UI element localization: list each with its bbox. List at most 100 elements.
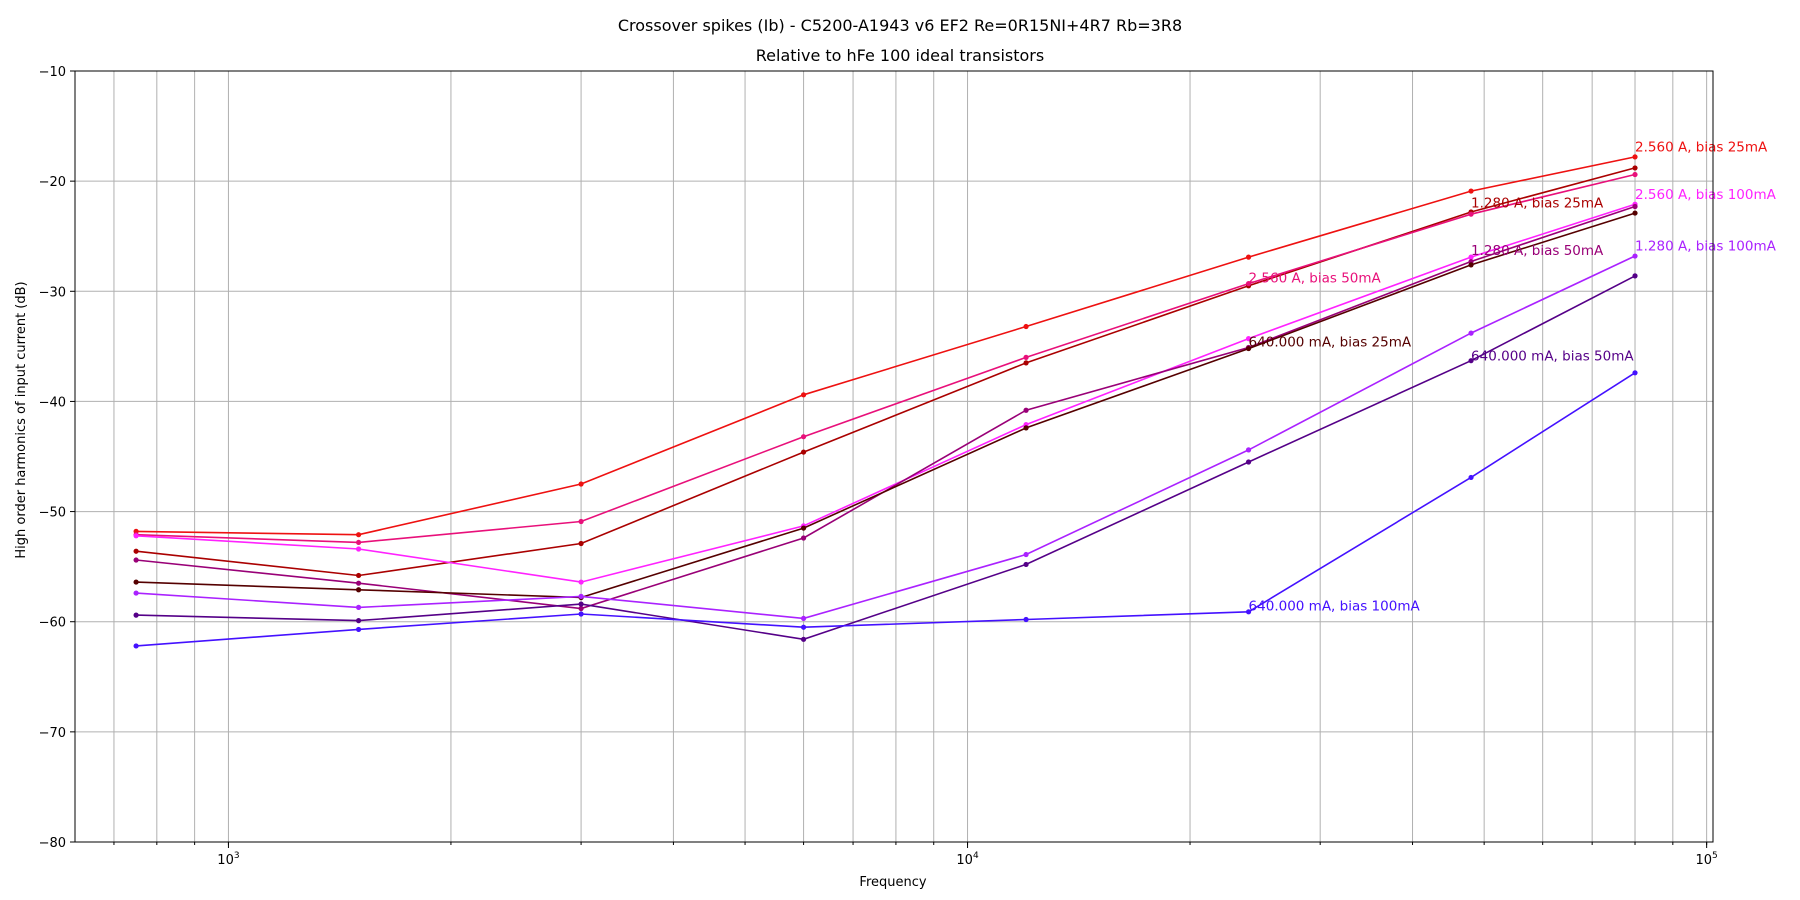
- data-point: [355, 532, 362, 538]
- annotations-group: 2.560 A, bias 25mA 1.280 A, bias 25mA 2.56…: [1249, 139, 1777, 614]
- data-point: [1023, 425, 1029, 431]
- series-line: [136, 255, 1636, 620]
- data-point: [1245, 459, 1252, 465]
- x-tick-label: 104: [956, 851, 979, 868]
- chart-subtitle: Relative to hFe 100 ideal transistors: [756, 46, 1044, 65]
- series-label: 640.000 mA, bias 100mA: [1249, 599, 1421, 615]
- data-point: [1245, 254, 1252, 260]
- y-tick-label: −20: [39, 175, 66, 190]
- series-line: [136, 372, 1636, 647]
- data-point: [800, 434, 807, 440]
- data-point: [355, 626, 362, 633]
- series-label: 640.000 mA, bias 25mA: [1249, 334, 1412, 350]
- data-point: [133, 557, 139, 563]
- data-point: [1245, 280, 1252, 287]
- data-point: [1632, 154, 1638, 160]
- data-point: [1632, 203, 1638, 210]
- data-point: [1468, 330, 1474, 336]
- data-point: [133, 533, 139, 539]
- data-point: [355, 572, 362, 579]
- data-point: [133, 590, 139, 596]
- data-point: [1468, 211, 1474, 217]
- data-point: [1632, 171, 1638, 178]
- series-group: [133, 154, 1638, 649]
- chart-title: Crossover spikes (Ib) - C5200-A1943 v6 E…: [618, 16, 1182, 35]
- series-line: [136, 167, 1636, 577]
- data-point: [355, 604, 362, 610]
- series-line: [136, 212, 1636, 599]
- data-point: [1632, 165, 1638, 171]
- series-line: [136, 173, 1636, 544]
- data-point: [133, 579, 139, 585]
- x-axis-ticks: 103 104 105: [113, 842, 1718, 868]
- data-point: [133, 548, 139, 554]
- series-4: [133, 201, 1638, 585]
- data-point: [578, 593, 584, 599]
- data-point: [1468, 188, 1474, 194]
- data-point: [1468, 358, 1474, 364]
- data-point: [1632, 253, 1638, 259]
- data-point: [1023, 360, 1029, 366]
- series-line: [136, 205, 1636, 610]
- series-line: [136, 275, 1636, 641]
- data-point: [1023, 561, 1029, 568]
- y-axis-ticks: −10 −20 −30 −40 −50 −60 −70 −80: [39, 65, 75, 851]
- data-point: [800, 615, 807, 622]
- data-point: [1245, 609, 1252, 615]
- data-point: [133, 612, 139, 618]
- data-point: [1023, 354, 1029, 360]
- grid: [75, 70, 1713, 843]
- data-point: [1023, 551, 1029, 558]
- data-point: [1468, 254, 1474, 260]
- y-tick-label: −10: [39, 65, 66, 80]
- data-point: [1023, 616, 1029, 623]
- data-point: [355, 580, 362, 586]
- series-label: 2.560 A, bias 50mA: [1249, 270, 1382, 286]
- data-point: [1632, 210, 1638, 216]
- data-point: [578, 579, 584, 585]
- series-label: 640.000 mA, bias 50mA: [1471, 349, 1634, 365]
- series-2: [133, 165, 1638, 579]
- y-tick-label: −60: [39, 616, 66, 631]
- data-point: [1245, 345, 1252, 352]
- data-point: [800, 525, 807, 531]
- y-tick-label: −40: [39, 395, 66, 410]
- series-label: 2.560 A, bias 25mA: [1635, 139, 1768, 155]
- data-point: [578, 540, 584, 547]
- data-point: [355, 546, 362, 552]
- data-point: [1023, 323, 1029, 330]
- series-7: [133, 253, 1638, 622]
- data-point: [1245, 447, 1252, 453]
- data-point: [800, 624, 807, 630]
- data-point: [578, 601, 584, 607]
- data-point: [800, 449, 807, 455]
- x-tick-label: 103: [217, 851, 239, 868]
- series-9: [133, 370, 1638, 649]
- data-point: [578, 481, 584, 487]
- data-point: [1245, 336, 1252, 342]
- data-point: [578, 611, 584, 617]
- data-point: [355, 587, 362, 593]
- data-point: [355, 539, 362, 546]
- data-point: [133, 643, 139, 649]
- y-axis-label: High order harmonics of input current (d…: [14, 281, 29, 558]
- series-8: [133, 273, 1638, 642]
- series-6: [133, 210, 1638, 601]
- x-axis-label: Frequency: [859, 875, 926, 890]
- data-point: [1632, 273, 1638, 279]
- data-point: [1023, 407, 1029, 413]
- data-point: [800, 636, 807, 642]
- data-point: [578, 605, 584, 612]
- data-point: [800, 535, 807, 541]
- y-tick-label: −80: [39, 836, 66, 851]
- series-label: 2.560 A, bias 100mA: [1635, 187, 1777, 203]
- data-point: [1632, 370, 1638, 376]
- plot-frame: [74, 70, 1714, 843]
- x-tick-label: 105: [1696, 851, 1718, 868]
- series-1: [133, 154, 1638, 538]
- series-line: [136, 203, 1636, 583]
- series-label: 1.280 A, bias 25mA: [1471, 196, 1604, 212]
- data-point: [578, 518, 584, 525]
- y-tick-label: −70: [39, 726, 66, 741]
